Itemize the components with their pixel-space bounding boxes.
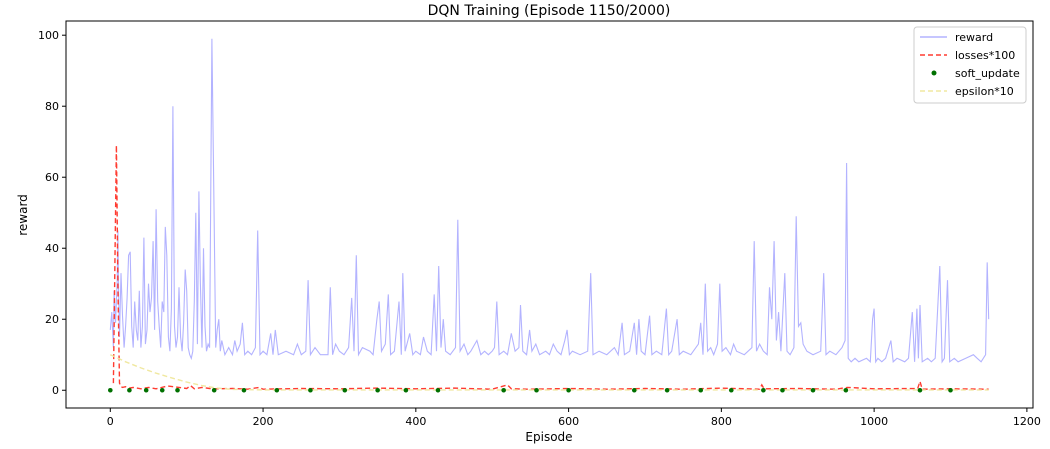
x-tick-label: 600 (558, 415, 579, 428)
soft-update-point (780, 387, 785, 393)
x-tick-label: 1200 (1013, 415, 1041, 428)
soft-update-point (917, 387, 923, 393)
y-tick-label: 20 (45, 313, 59, 326)
soft-update-point (664, 387, 670, 393)
losses-line (112, 145, 989, 390)
x-axis-label: Episode (525, 430, 572, 444)
legend-frame (913, 26, 1027, 104)
legend-label: epsilon*10 (955, 85, 1014, 98)
y-tick-label: 60 (45, 171, 59, 184)
plot-frame (65, 20, 1034, 409)
soft-update-point (175, 387, 180, 393)
soft-update-point (501, 387, 506, 393)
legend-label: soft_update (955, 67, 1020, 80)
y-tick-label: 40 (45, 242, 59, 255)
soft-update-point (761, 387, 766, 393)
soft-update-point (948, 387, 953, 393)
legend: reward losses*100 soft_update epsilon*10 (913, 26, 1027, 104)
soft-update-point (211, 387, 217, 393)
legend-label: reward (955, 31, 993, 44)
x-tick-label: 1000 (860, 415, 888, 428)
soft-update-point (843, 387, 849, 393)
soft-update-point (274, 387, 280, 393)
soft-update-point (534, 387, 539, 393)
legend-label: losses*100 (955, 49, 1015, 62)
soft-update-point (631, 387, 637, 393)
soft-update-point (435, 387, 441, 393)
chart-title: DQN Training (Episode 1150/2000) (428, 3, 671, 19)
x-tick-label: 200 (253, 415, 274, 428)
y-axis-label: reward (16, 194, 30, 236)
legend-marker (931, 70, 937, 76)
soft-update-point (375, 387, 380, 393)
soft-update-point (308, 387, 313, 393)
reward-line (109, 38, 990, 364)
x-tick-label: 800 (711, 415, 732, 428)
soft-update-point (566, 387, 571, 393)
soft-update-point (108, 387, 113, 393)
y-tick-label: 80 (45, 100, 59, 113)
soft-update-point (127, 387, 132, 393)
x-tick-label: 0 (107, 415, 114, 428)
soft-update-point (342, 387, 348, 393)
soft-update-point (159, 387, 165, 393)
x-tick-label: 400 (405, 415, 426, 428)
y-tick-label: 100 (38, 29, 59, 42)
soft-update-point (403, 387, 409, 393)
soft-update-point (241, 387, 247, 393)
epsilon-line (110, 354, 989, 391)
y-tick-label: 0 (52, 384, 59, 397)
soft-update-point (728, 387, 734, 393)
soft-update-point (698, 387, 704, 393)
soft-update-point (810, 387, 816, 393)
soft-update-point (143, 387, 149, 393)
